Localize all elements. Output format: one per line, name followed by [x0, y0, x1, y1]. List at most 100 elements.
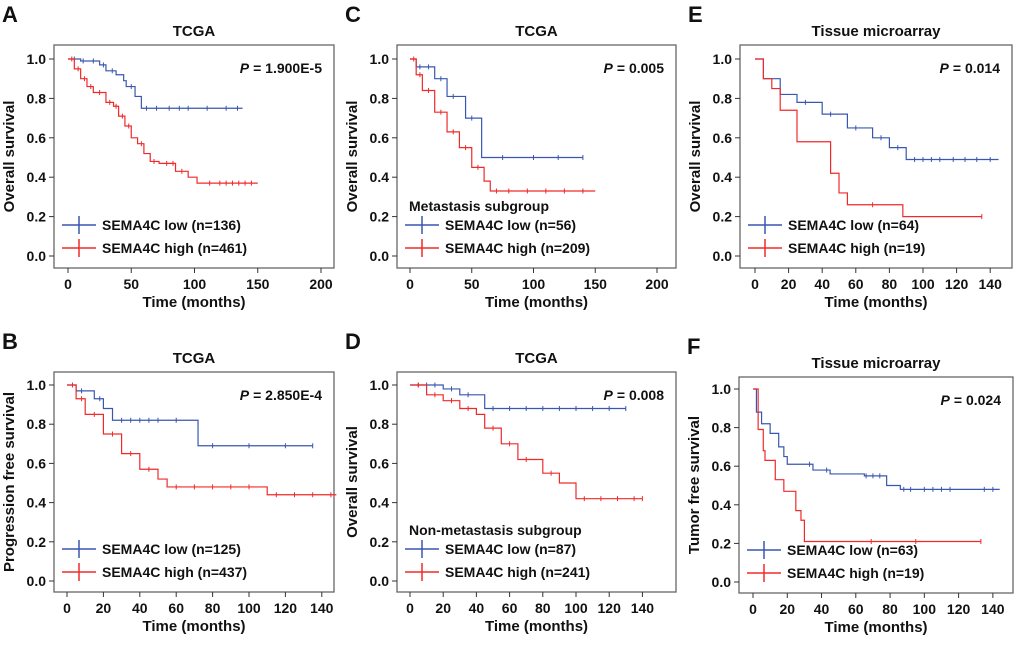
p-value: = 0.005	[617, 60, 664, 76]
x-tick-label: 60	[502, 600, 518, 616]
x-tick-label: 20	[435, 600, 451, 616]
x-axis-label: Time (months)	[485, 618, 588, 635]
x-tick-label: 200	[309, 276, 333, 292]
y-tick-label: 0.8	[27, 416, 47, 432]
panel-letter: E	[688, 2, 703, 27]
x-tick-label: 80	[535, 600, 551, 616]
y-tick-label: 1.0	[712, 381, 732, 397]
x-tick-label: 200	[645, 276, 669, 292]
x-tick-label: 20	[96, 600, 112, 616]
y-tick-label: 0.0	[27, 573, 47, 589]
survival-curve-high	[753, 388, 981, 543]
p-value: = 0.014	[953, 60, 1000, 76]
legend-entry: SEMA4C high (n=209)	[445, 240, 590, 256]
chart-title: TCGA	[515, 23, 558, 40]
x-tick-label: 140	[981, 601, 1005, 617]
y-tick-label: 0.4	[370, 495, 390, 511]
x-tick-label: 100	[564, 600, 588, 616]
x-tick-label: 140	[310, 600, 334, 616]
x-axis-label: Time (months)	[142, 618, 245, 635]
chart-title: TCGA	[173, 23, 216, 40]
x-tick-label: 0	[63, 600, 71, 616]
x-tick-label: 0	[406, 276, 414, 292]
p-value: = 0.024	[954, 392, 1001, 408]
x-tick-label: 100	[522, 276, 546, 292]
p-value-annotation: P = 1.900E-5	[240, 60, 322, 76]
x-tick-label: 120	[598, 600, 622, 616]
p-label: P	[940, 60, 950, 76]
x-tick-label: 80	[882, 276, 898, 292]
x-axis-label: Time (months)	[824, 619, 927, 636]
y-tick-label: 0.0	[370, 248, 390, 264]
y-tick-label: 0.4	[370, 169, 390, 185]
legend-entry: SEMA4C high (n=19)	[787, 565, 924, 581]
p-value-annotation: P = 2.850E-4	[240, 387, 322, 403]
x-tick-label: 50	[123, 276, 139, 292]
y-tick-label: 0.8	[712, 420, 732, 436]
survival-curve-low	[755, 58, 999, 161]
y-tick-label: 0.6	[370, 130, 390, 146]
x-axis-label: Time (months)	[824, 294, 927, 311]
x-tick-label: 120	[947, 601, 971, 617]
plot-frame	[396, 44, 677, 269]
x-tick-label: 100	[911, 276, 935, 292]
y-tick-label: 0.8	[27, 90, 47, 106]
y-tick-label: 0.6	[27, 455, 47, 471]
survival-curve-high	[755, 58, 982, 218]
legend-entry: SEMA4C high (n=241)	[445, 564, 590, 580]
y-tick-label: 0.4	[713, 169, 733, 185]
x-tick-label: 150	[584, 276, 608, 292]
legend-entry: SEMA4C low (n=63)	[787, 542, 918, 558]
y-tick-label: 0.6	[712, 458, 732, 474]
y-tick-label: 0.8	[370, 90, 390, 106]
p-value-annotation: P = 0.014	[940, 60, 1001, 76]
y-tick-label: 0.2	[370, 534, 390, 550]
chart-title: TCGA	[173, 350, 216, 367]
x-tick-label: 0	[64, 276, 72, 292]
x-tick-label: 100	[183, 276, 207, 292]
y-axis-label: Tumor free survival	[686, 416, 703, 554]
y-axis-label: Overall survival	[344, 101, 361, 213]
y-tick-label: 1.0	[370, 51, 390, 67]
x-axis-label: Time (months)	[142, 294, 245, 311]
y-axis-label: Overall survival	[687, 101, 704, 213]
x-axis-label: Time (months)	[485, 294, 588, 311]
survival-curve-low	[410, 58, 583, 159]
y-tick-label: 0.2	[713, 209, 733, 225]
survival-curve-high	[68, 58, 258, 184]
x-tick-label: 80	[205, 600, 221, 616]
x-tick-label: 60	[848, 276, 864, 292]
x-tick-label: 60	[848, 601, 864, 617]
y-tick-label: 1.0	[27, 377, 47, 393]
x-tick-label: 100	[913, 601, 937, 617]
y-tick-label: 0.2	[27, 209, 47, 225]
y-tick-label: 0.6	[370, 455, 390, 471]
p-label: P	[240, 60, 250, 76]
p-value: = 0.008	[617, 387, 664, 403]
legend-entry: SEMA4C low (n=136)	[102, 217, 241, 233]
x-tick-label: 140	[979, 276, 1003, 292]
x-tick-label: 40	[814, 276, 830, 292]
panel-letter: F	[687, 334, 700, 359]
panel-letter: B	[2, 329, 18, 354]
y-tick-label: 0.0	[27, 248, 47, 264]
x-tick-label: 100	[237, 600, 261, 616]
p-value-annotation: P = 0.024	[941, 392, 1002, 408]
plot-frame	[53, 44, 335, 269]
legend-entry: SEMA4C low (n=64)	[788, 217, 919, 233]
y-tick-label: 0.4	[27, 169, 47, 185]
legend-entry: SEMA4C low (n=56)	[445, 217, 576, 233]
x-tick-label: 40	[814, 601, 830, 617]
panel-c: C TCGA 0.0 0.2 0.4 0.6 0.8 1.0 0 50 100 150 200 Time …	[344, 2, 677, 311]
p-label: P	[604, 60, 614, 76]
x-tick-label: 0	[406, 600, 414, 616]
x-tick-label: 60	[168, 600, 184, 616]
x-tick-label: 140	[631, 600, 655, 616]
x-tick-label: 80	[882, 601, 898, 617]
plot-frame	[53, 371, 335, 593]
y-tick-label: 1.0	[370, 377, 390, 393]
p-label: P	[240, 387, 250, 403]
x-tick-label: 20	[779, 601, 795, 617]
legend-entry: SEMA4C low (n=125)	[102, 541, 241, 557]
